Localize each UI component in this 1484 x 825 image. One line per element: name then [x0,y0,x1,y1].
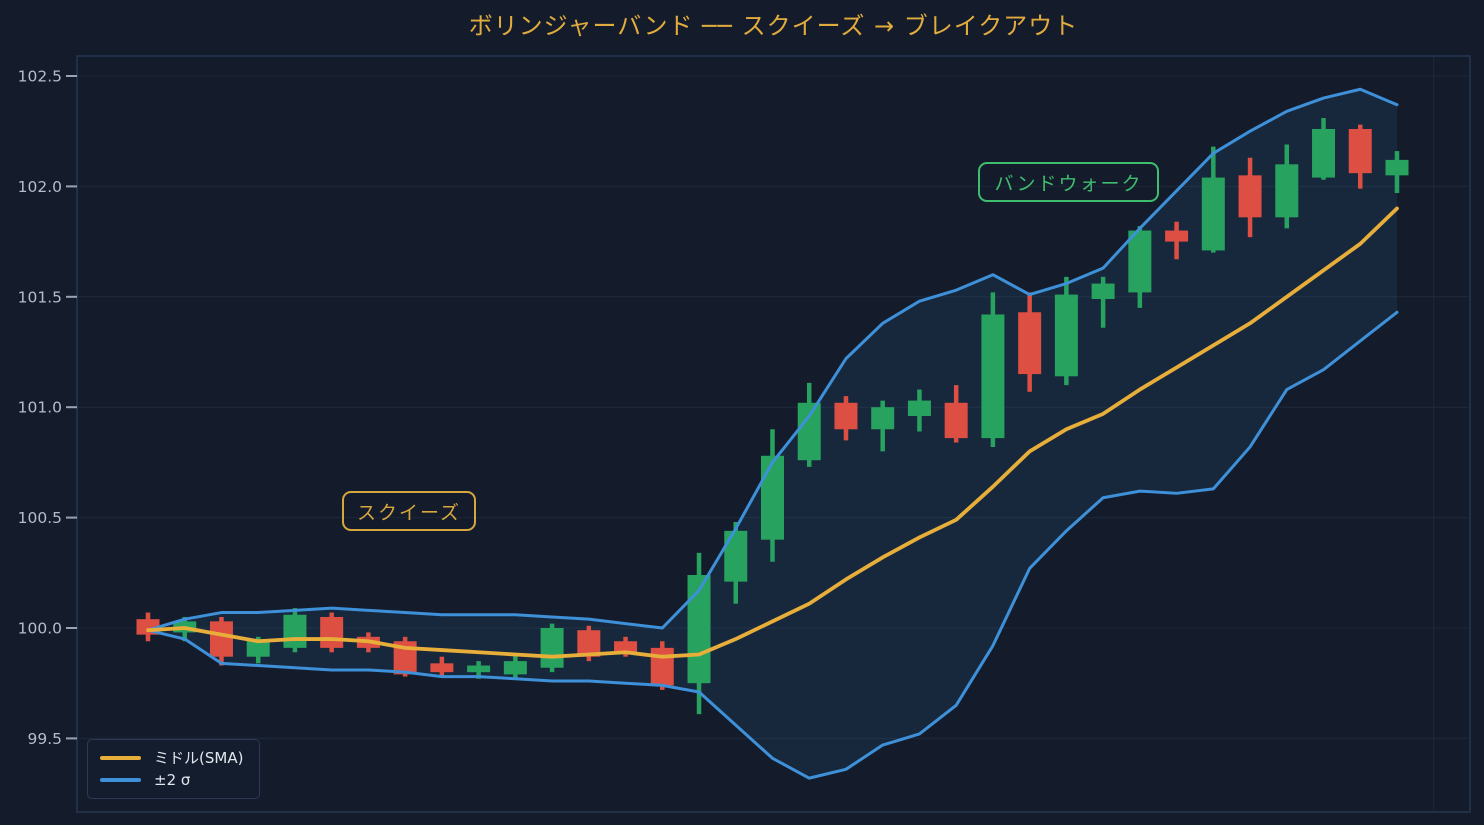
candle-body-down [944,402,968,439]
candle-body-up [981,314,1005,439]
sma-line-swatch [100,756,141,760]
legend: ミドル(SMA) ±2 σ [87,739,260,799]
candle-body-up [907,400,931,417]
y-axis-tick-label: 100.5 [18,509,62,527]
candle-body-up [724,530,748,582]
candle-body-up [467,665,491,673]
sma-line [146,206,1399,659]
bandwalk-annotation-label: バンドウォーク [994,172,1143,195]
candle-body-up [246,639,270,657]
chart-title: ボリンジャーバンド ── スクイーズ → ブレイクアウト [468,12,1079,40]
lower-band-line [146,310,1399,780]
candle-body-down [577,630,601,657]
candle-body-up [1091,283,1115,300]
candle-body-up [797,402,821,461]
candle-body-down [430,663,454,673]
y-axis-tick-label: 100.0 [18,620,62,638]
candle-body-up [1312,128,1336,178]
legend-item-band: ±2 σ [100,770,247,789]
candle-body-down [209,621,233,657]
candle-body-down [650,647,674,686]
candle-body-down [834,402,858,430]
y-axis-tick-label: 102.5 [18,68,62,86]
candle-body-down [320,616,344,648]
legend-item-sma: ミドル(SMA) [100,748,247,767]
candle-body-up [1128,230,1152,293]
y-axis-tick-label: 101.5 [18,288,62,306]
candle-body-up [503,661,527,675]
candle-body-down [1348,128,1372,174]
candle-body-up [283,614,307,648]
candle-body-up [1385,159,1409,176]
plot-frame [76,55,1471,813]
y-axis-tick-label: 101.0 [18,399,62,417]
candle-body-up [1201,177,1225,251]
squeeze-annotation-label: スクイーズ [356,501,462,524]
squeeze-annotation: スクイーズ [342,491,476,531]
candle-body-up [1054,294,1078,377]
candle-body-down [614,641,638,653]
bandwalk-annotation: バンドウォーク [978,162,1159,202]
y-axis-tick-label: 102.0 [18,178,62,196]
legend-label-band: ±2 σ [154,770,191,789]
candle-body-up [871,407,895,430]
candle-body-down [1238,175,1262,218]
candle-body-up [540,628,564,668]
band-line-swatch [100,778,141,782]
bollinger-band-fill [148,89,1397,779]
candle-body-down [1165,230,1189,242]
upper-band-line [146,87,1399,632]
candle-body-up [1275,164,1299,218]
y-axis-tick-label: 99.5 [27,730,62,748]
legend-label-sma: ミドル(SMA) [154,748,244,767]
candle-body-up [760,455,784,540]
candle-body-down [1018,312,1042,375]
